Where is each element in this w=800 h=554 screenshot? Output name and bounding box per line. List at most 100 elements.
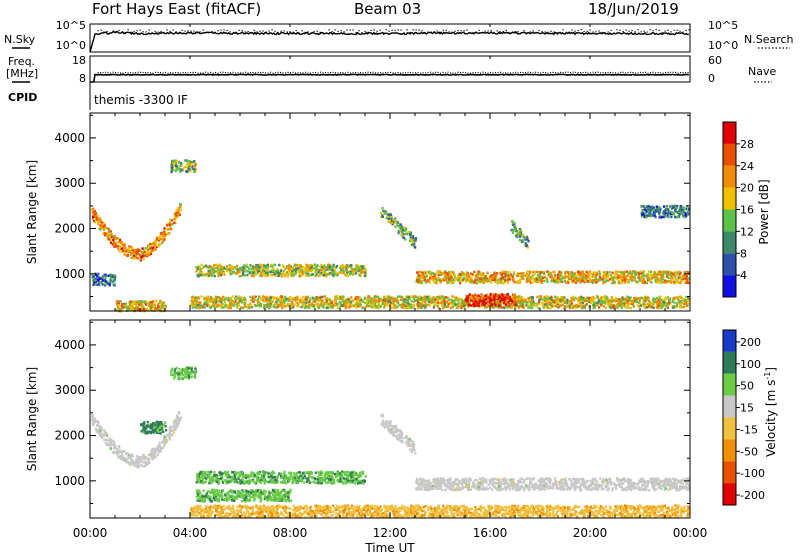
scatter-cell (289, 265, 292, 269)
scatter-cell (480, 280, 483, 284)
scatter-cell (262, 295, 265, 298)
scatter-cell (527, 240, 530, 243)
scatter-cell (512, 277, 515, 281)
scatter-cell (592, 299, 595, 302)
scatter-cell (580, 273, 583, 276)
scatter-cell (497, 306, 500, 309)
scatter-cell (624, 276, 627, 279)
scatter-cell (665, 211, 668, 214)
scatter-cell (627, 272, 630, 275)
scatter-cell (643, 274, 646, 278)
nsearch-point (685, 29, 687, 32)
nsearch-point (397, 29, 399, 31)
scatter-cell (493, 294, 496, 298)
scatter-cell (467, 305, 470, 309)
scatter-cell (658, 301, 661, 305)
scatter-cell (397, 229, 400, 233)
scatter-cell (644, 212, 647, 215)
scatter-cell (112, 279, 116, 283)
nave-point (637, 72, 639, 74)
nsearch-point (616, 29, 618, 31)
scatter-cell (397, 231, 400, 235)
scatter-cell (399, 227, 403, 230)
scatter-cell (535, 304, 538, 308)
nave-point (302, 72, 304, 74)
nsearch-point (391, 29, 393, 31)
scatter-cell (333, 267, 336, 270)
scatter-cell (538, 274, 542, 278)
scatter-cell (230, 265, 233, 268)
scatter-cell (324, 269, 327, 272)
scatter-cell (585, 303, 588, 306)
scatter-cell (118, 302, 121, 305)
scatter-cell (656, 297, 659, 300)
scatter-cell (582, 273, 586, 276)
scatter-cell (103, 274, 106, 277)
scatter-cell (569, 277, 573, 280)
scatter-cell (406, 300, 409, 303)
scatter-cell (443, 276, 446, 279)
scatter-cell (674, 296, 677, 300)
nave-point (112, 71, 114, 73)
scatter-cell (453, 300, 456, 304)
scatter-cell (249, 302, 252, 306)
scatter-cell (521, 240, 524, 244)
nave-point (197, 72, 199, 74)
scatter-cell (450, 299, 453, 302)
scatter-cell (282, 305, 286, 308)
scatter-cell (625, 270, 628, 273)
scatter-cell (259, 274, 262, 277)
scatter-cell (468, 279, 472, 282)
scatter-cell (111, 281, 114, 284)
scatter-cell (241, 271, 244, 275)
scatter-cell (575, 306, 578, 309)
scatter-cell (473, 299, 476, 303)
scatter-cell (173, 218, 176, 221)
scatter-cell (564, 305, 567, 308)
nsearch-point (679, 30, 681, 32)
nave-point (217, 72, 219, 74)
scatter-cell (635, 299, 638, 302)
scatter-cell (642, 278, 645, 281)
scatter-cell (236, 270, 239, 273)
nave-point (322, 72, 324, 74)
scatter-cell (451, 303, 454, 306)
scatter-cell (117, 245, 120, 248)
scatter-cell (662, 212, 665, 215)
scatter-cell (491, 276, 494, 280)
scatter-cell (484, 302, 487, 305)
scatter-cell (145, 303, 148, 306)
scatter-cell (348, 299, 351, 302)
scatter-cell (477, 294, 480, 297)
scatter-cell (212, 269, 215, 272)
scatter-cell (263, 300, 266, 303)
nave-point (252, 71, 254, 74)
scatter-cell (528, 274, 531, 277)
scatter-cell (685, 304, 688, 307)
nsearch-point (628, 30, 630, 32)
scatter-cell (678, 273, 681, 276)
scatter-cell (120, 308, 123, 311)
scatter-cell (546, 306, 549, 309)
nave-point (127, 72, 129, 74)
scatter-cell (444, 274, 447, 278)
nave-point (292, 71, 294, 73)
scatter-cell (526, 279, 529, 282)
scatter-cell (199, 302, 202, 305)
scatter-cell (345, 265, 348, 268)
scatter-cell (542, 276, 545, 279)
nave-point (267, 72, 269, 74)
scatter-cell (390, 306, 393, 310)
scatter-cell (503, 302, 506, 305)
scatter-cell (258, 295, 261, 298)
scatter-cell (617, 300, 620, 303)
scatter-cell (367, 301, 370, 305)
nsearch-point (271, 29, 273, 31)
scatter-cell (421, 271, 424, 275)
scatter-cell (347, 300, 350, 303)
scatter-cell (549, 275, 552, 279)
scatter-cell (103, 281, 107, 284)
scatter-cell (483, 304, 486, 307)
scatter-cell (417, 280, 420, 283)
scatter-cell (662, 303, 666, 306)
